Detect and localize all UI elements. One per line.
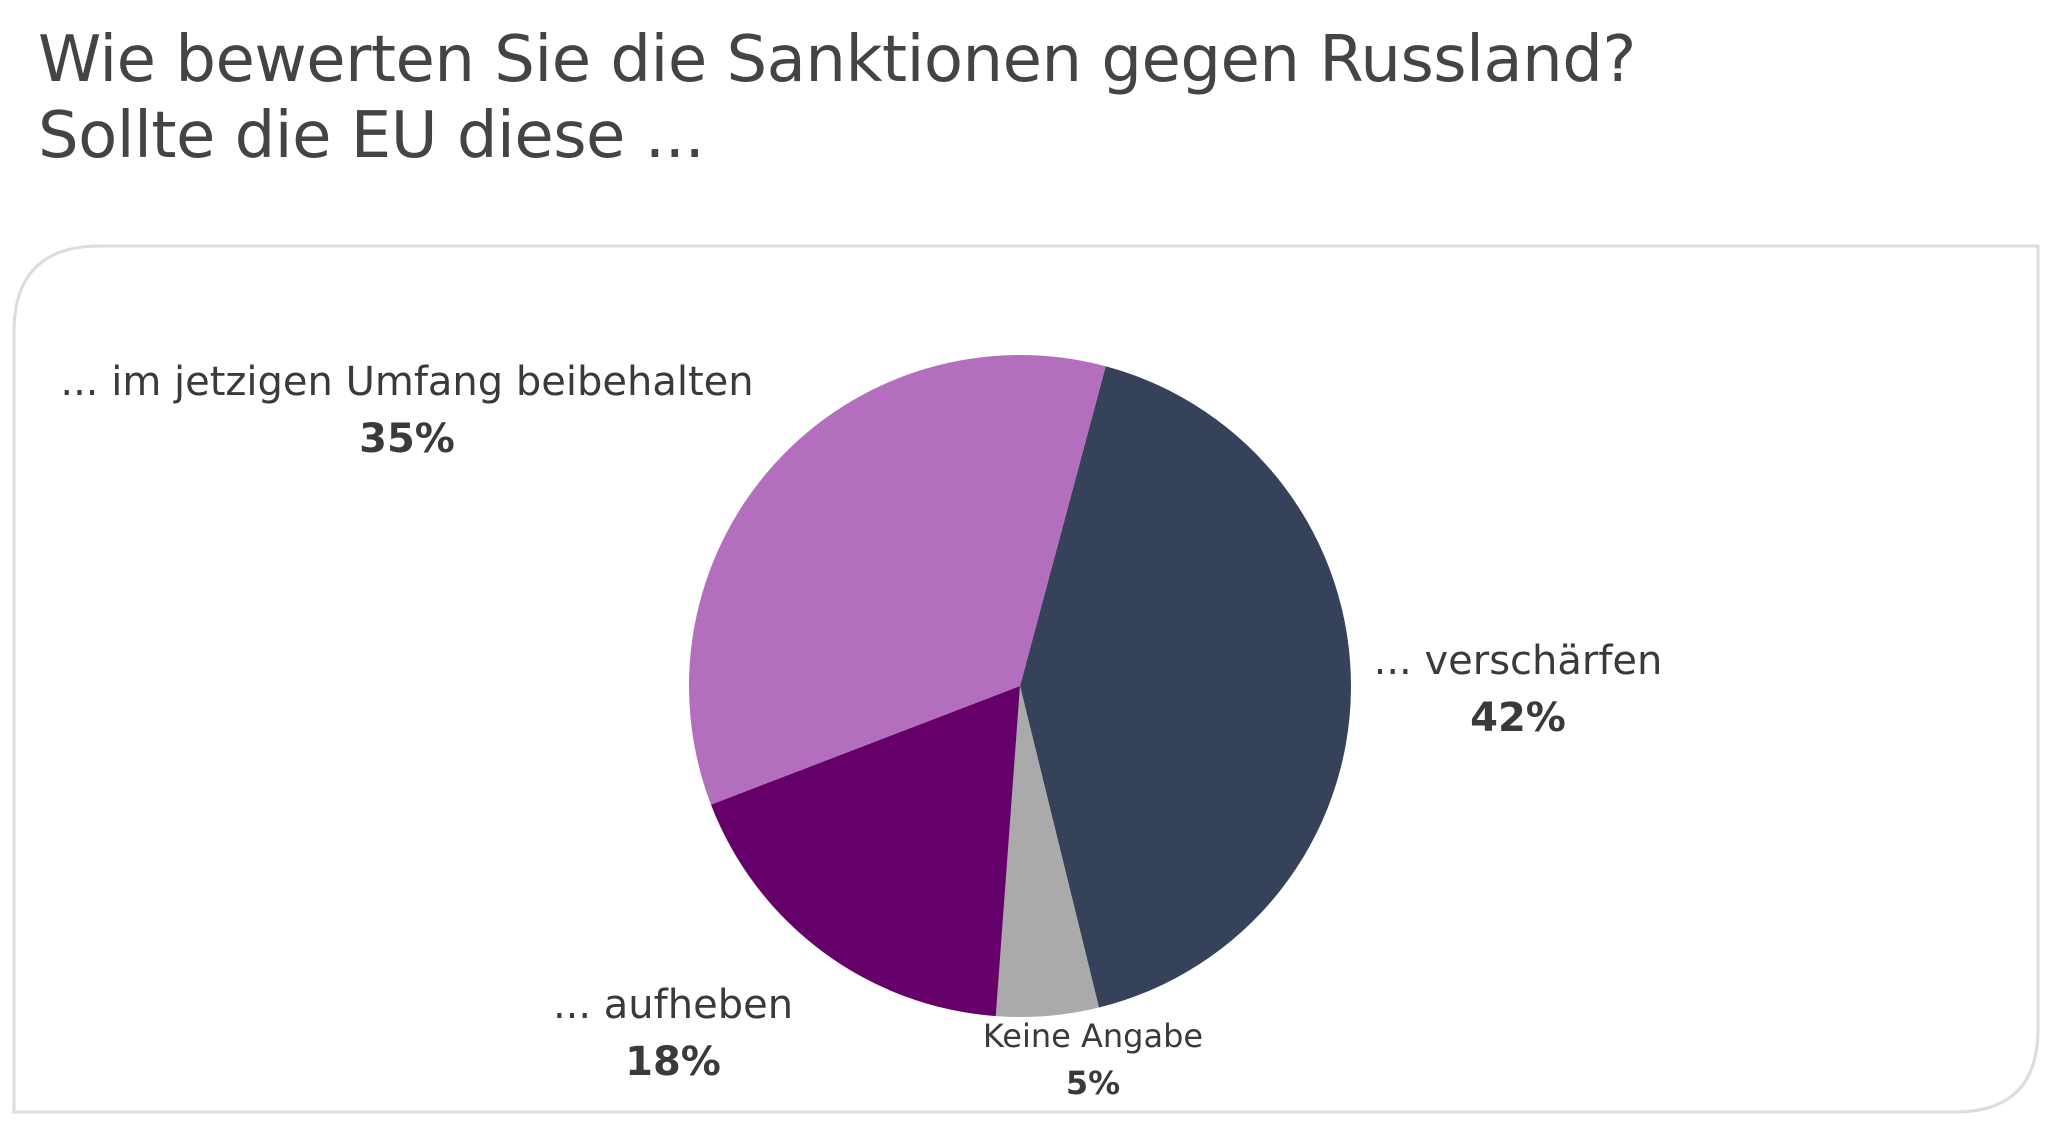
slice-name-aufheben: ... aufheben	[553, 982, 793, 1028]
pie-slice-verschaerfen	[1020, 366, 1352, 1008]
slice-name-beibehalten: ... im jetzigen Umfang beibehalten	[60, 359, 753, 405]
slice-value-beibehalten: 35%	[359, 416, 455, 462]
slice-value-verschaerfen: 42%	[1470, 695, 1566, 741]
chart-title-line-2: Sollte die EU diese ...	[38, 99, 705, 173]
pie-slices	[688, 354, 1352, 1017]
pie-slice-keine-angabe	[995, 686, 1099, 1017]
slice-value-aufheben: 18%	[625, 1039, 721, 1085]
slice-label-aufheben: ... aufheben 18%	[553, 982, 793, 1085]
slice-label-keine-angabe: Keine Angabe 5%	[983, 1017, 1203, 1102]
chart-title: Wie bewerten Sie die Sanktionen gegen Ru…	[38, 22, 1636, 174]
slice-name-verschaerfen: ... verschärfen	[1374, 638, 1663, 684]
chart-frame	[12, 244, 2040, 1114]
slice-label-verschaerfen: ... verschärfen 42%	[1374, 638, 1663, 741]
chart-title-line-1: Wie bewerten Sie die Sanktionen gegen Ru…	[38, 23, 1636, 97]
pie-slice-beibehalten	[688, 354, 1106, 805]
slice-label-beibehalten: ... im jetzigen Umfang beibehalten 35%	[60, 359, 753, 462]
slice-name-keine-angabe: Keine Angabe	[983, 1017, 1203, 1055]
pie-slice-aufheben	[710, 686, 1020, 1017]
slice-value-keine-angabe: 5%	[1066, 1064, 1120, 1102]
